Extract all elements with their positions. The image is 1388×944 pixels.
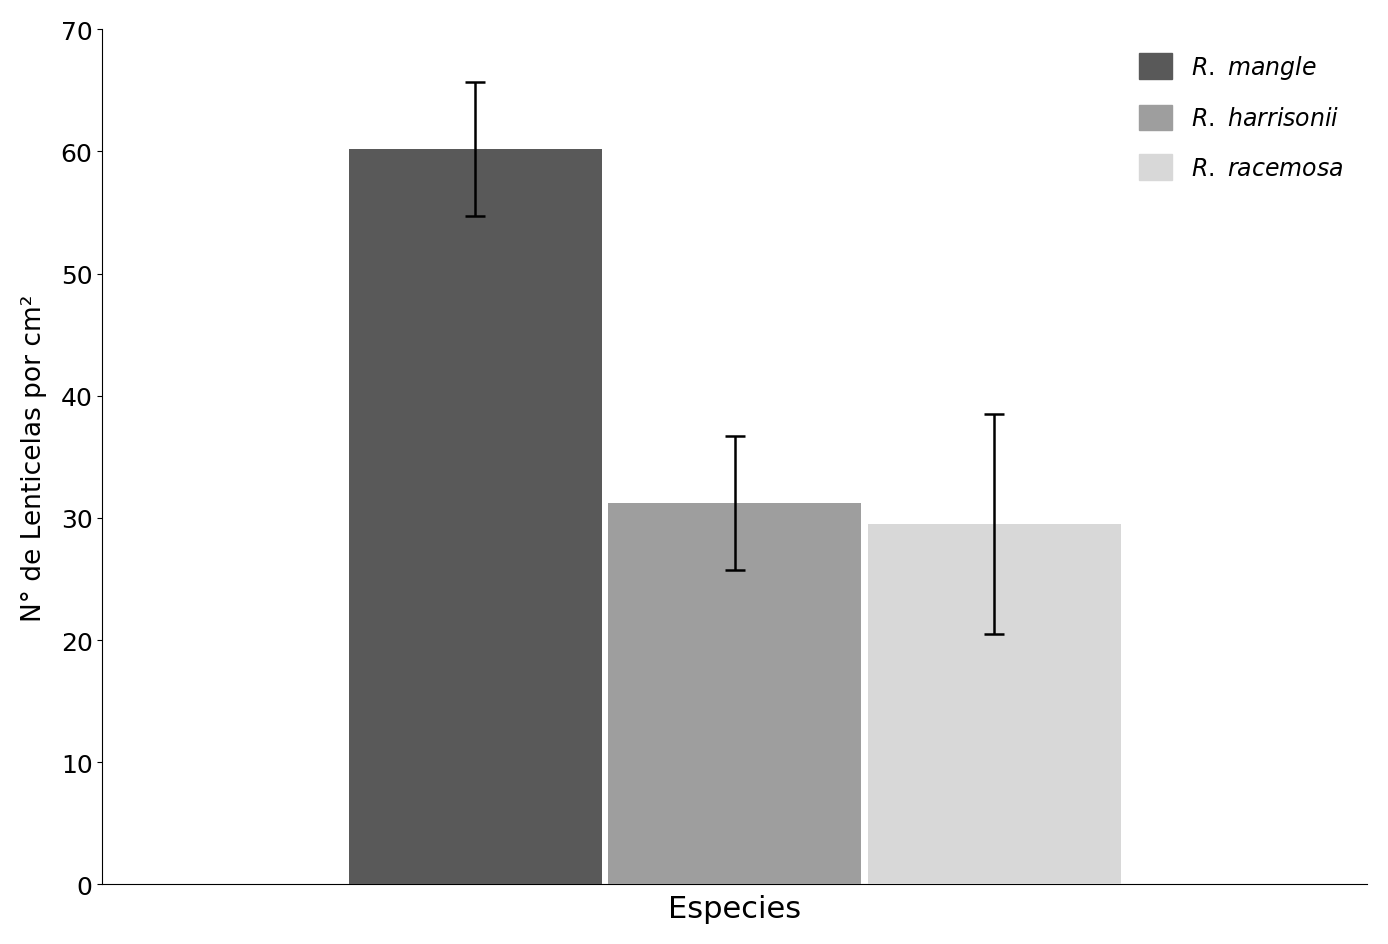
Bar <box>608 504 861 885</box>
Legend: $\mathit{R.\ mangle}$, $\mathit{R.\ harrisonii}$, $\mathit{R.\ racemosa}$: $\mathit{R.\ mangle}$, $\mathit{R.\ harr… <box>1127 42 1355 193</box>
Bar <box>348 150 602 885</box>
Y-axis label: N° de Lenticelas por cm²: N° de Lenticelas por cm² <box>21 294 47 621</box>
Bar <box>868 525 1120 885</box>
